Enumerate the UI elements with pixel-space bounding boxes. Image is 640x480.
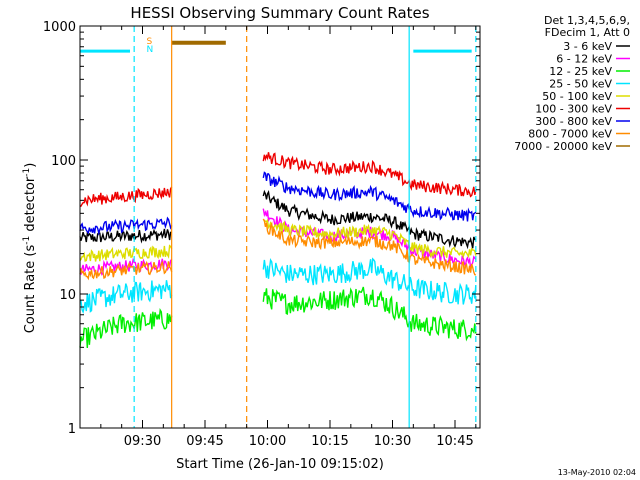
legend-entry-label: 25 - 50 keV: [549, 78, 612, 91]
x-tick-label: 10:00: [249, 434, 286, 449]
legend-entry-label: 300 - 800 keV: [535, 115, 612, 128]
legend-entry-label: 3 - 6 keV: [563, 40, 612, 53]
series-line-2: [79, 286, 477, 349]
axes: 1 10 100 1000 09:30 09:45 10:00 10:15 10:30 10:45: [43, 20, 481, 449]
legend-entry-label: 50 - 100 keV: [542, 90, 612, 103]
x-axis-label: Start Time (26-Jan-10 09:15:02): [176, 457, 384, 472]
legend-entry-label: 6 - 12 keV: [556, 53, 612, 66]
y-tick-label: 1: [68, 422, 76, 437]
y-axis-label: Count Rate (s-1 detector-1): [22, 163, 38, 334]
y-tick-label: 10: [59, 288, 76, 303]
legend-entry-label: 800 - 7000 keV: [528, 128, 612, 141]
x-tick-label: 09:45: [186, 434, 223, 449]
legend-header-line: FDecim 1, Att 0: [545, 26, 630, 39]
series-line-5: [79, 152, 477, 207]
legend: Det 1,3,4,5,6,9,FDecim 1, Att 03 - 6 keV…: [514, 14, 630, 153]
series-line-0: [79, 189, 476, 250]
legend-header-line: Det 1,3,4,5,6,9,: [544, 14, 630, 27]
y-tick-label: 100: [51, 154, 76, 169]
x-tick-label: 09:30: [124, 434, 161, 449]
series-line-1: [79, 208, 477, 276]
footer-timestamp: 13-May-2010 02:04: [558, 468, 636, 477]
chart-title: HESSI Observing Summary Count Rates: [130, 4, 429, 22]
series-line-3: [79, 257, 477, 314]
legend-entry-label: 100 - 300 keV: [535, 103, 612, 116]
series-line-7: [79, 218, 477, 281]
x-tick-label: 10:15: [311, 434, 348, 449]
legend-entry-label: 12 - 25 keV: [549, 65, 612, 78]
plot-frame: [79, 25, 481, 429]
legend-entry-label: 7000 - 20000 keV: [514, 140, 612, 153]
flag-label-s: S: [147, 37, 153, 47]
x-tick-label: 10:45: [436, 434, 473, 449]
flag-label-n: N: [147, 45, 154, 55]
y-tick-label: 1000: [43, 20, 76, 35]
series-line-6: [79, 171, 477, 236]
x-tick-label: 10:30: [374, 434, 411, 449]
plot-area: SN: [79, 26, 477, 428]
